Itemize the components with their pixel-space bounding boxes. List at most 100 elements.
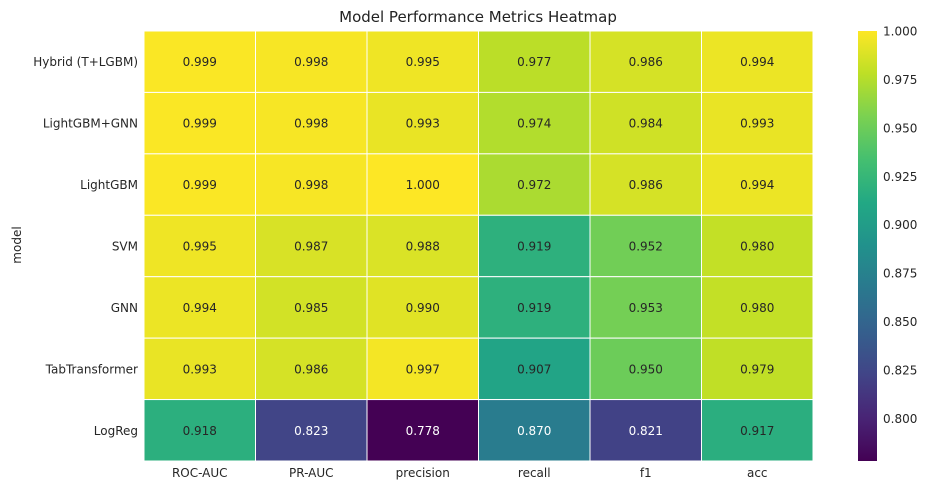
- heatmap-cell: [478, 276, 591, 339]
- row-label: Hybrid (T+LGBM): [33, 55, 138, 69]
- cell-value-label: 0.987: [294, 240, 328, 254]
- heatmap-cell: [478, 399, 591, 462]
- column-label: PR-AUC: [289, 466, 334, 480]
- cell-value-label: 0.998: [294, 178, 328, 192]
- row-label: LogReg: [94, 424, 138, 438]
- cell-value-label: 0.994: [740, 178, 774, 192]
- heatmap-cell: [478, 30, 591, 93]
- heatmap-cell: [589, 399, 702, 462]
- heatmap-cell: [143, 153, 256, 216]
- cell-value-label: 0.990: [406, 301, 440, 315]
- heatmap-cell: [143, 214, 256, 278]
- heatmap-cell: [701, 30, 814, 93]
- cell-value-label: 0.993: [740, 117, 774, 131]
- heatmap-cell: [478, 91, 591, 155]
- heatmap-cell: [701, 399, 814, 462]
- cell-value-label: 0.823: [294, 424, 328, 438]
- cell-value-label: 0.986: [629, 55, 663, 69]
- heatmap-cell: [478, 153, 591, 216]
- cell-value-label: 0.999: [183, 178, 217, 192]
- heatmap-cell: [366, 214, 479, 278]
- cell-value-label: 0.778: [406, 424, 440, 438]
- cell-value-label: 0.980: [740, 301, 774, 315]
- heatmap-cell: [701, 91, 814, 155]
- y-axis-label: model: [10, 226, 24, 263]
- heatmap-cells: 0.999 0.998 0.995 0.977 0.986 0.994 0.999 0.998…: [143, 30, 814, 462]
- cell-value-label: 0.993: [406, 117, 440, 131]
- column-label: recall: [518, 466, 551, 480]
- row-label: TabTransformer: [45, 362, 138, 376]
- colorbar-tick-label: 0.925: [883, 170, 917, 184]
- chart-title: Model Performance Metrics Heatmap: [339, 8, 617, 26]
- cell-value-label: 0.977: [517, 55, 551, 69]
- cell-value-label: 0.974: [517, 117, 551, 131]
- heatmap-cell: [255, 30, 368, 93]
- colorbar-tick-label: 0.800: [883, 412, 917, 426]
- heatmap-cell: [701, 337, 814, 401]
- column-label: acc: [747, 466, 768, 480]
- cell-value-label: 0.919: [517, 240, 551, 254]
- heatmap-cell: [366, 276, 479, 339]
- colorbar-tick-label: 0.950: [883, 121, 917, 135]
- heatmap-cell: [255, 153, 368, 216]
- heatmap-cell: [255, 214, 368, 278]
- cell-value-label: 0.994: [740, 55, 774, 69]
- colorbar-tick-label: 0.825: [883, 363, 917, 377]
- heatmap-cell: [366, 30, 479, 93]
- cell-value-label: 0.997: [406, 362, 440, 376]
- heatmap-cell: [589, 337, 702, 401]
- heatmap-cell: [478, 214, 591, 278]
- cell-value-label: 0.979: [740, 362, 774, 376]
- heatmap-cell: [255, 91, 368, 155]
- heatmap-cell: [143, 337, 256, 401]
- column-labels: ROC-AUC PR-AUC precision recall f1 acc: [172, 466, 768, 480]
- column-label: ROC-AUC: [172, 466, 228, 480]
- cell-value-label: 1.000: [406, 178, 440, 192]
- cell-value-label: 0.998: [294, 117, 328, 131]
- cell-value-label: 0.993: [183, 362, 217, 376]
- cell-value-label: 0.917: [740, 424, 774, 438]
- cell-value-label: 0.919: [517, 301, 551, 315]
- cell-value-label: 0.952: [629, 240, 663, 254]
- heatmap-cell: [589, 214, 702, 278]
- heatmap-cell: [255, 399, 368, 462]
- cell-value-label: 0.994: [183, 301, 217, 315]
- cell-value-label: 0.972: [517, 178, 551, 192]
- cell-value-label: 0.984: [629, 117, 663, 131]
- cell-value-label: 0.953: [629, 301, 663, 315]
- row-label: GNN: [111, 301, 138, 315]
- cell-value-label: 0.985: [294, 301, 328, 315]
- cell-value-label: 0.870: [517, 424, 551, 438]
- cell-value-label: 0.986: [629, 178, 663, 192]
- colorbar-tick-label: 0.850: [883, 315, 917, 329]
- heatmap-cell: [143, 399, 256, 462]
- colorbar-tick-label: 1.000: [883, 25, 917, 39]
- cell-value-label: 0.907: [517, 362, 551, 376]
- row-label: SVM: [112, 240, 138, 254]
- cell-value-label: 0.988: [406, 240, 440, 254]
- colorbar-tick-label: 0.900: [883, 218, 917, 232]
- row-label: LightGBM: [80, 178, 138, 192]
- cell-value-label: 0.950: [629, 362, 663, 376]
- column-label: precision: [396, 466, 450, 480]
- heatmap-cell: [589, 30, 702, 93]
- cell-value-label: 0.995: [406, 55, 440, 69]
- heatmap-cell: [701, 214, 814, 278]
- heatmap-cell: [701, 153, 814, 216]
- cell-value-label: 0.998: [294, 55, 328, 69]
- cell-value-label: 0.986: [294, 362, 328, 376]
- row-labels: Hybrid (T+LGBM) LightGBM+GNN LightGBM SVM GN…: [33, 55, 138, 438]
- cell-value-label: 0.918: [183, 424, 217, 438]
- cell-value-label: 0.999: [183, 117, 217, 131]
- cell-value-label: 0.999: [183, 55, 217, 69]
- heatmap-cell: [589, 153, 702, 216]
- cell-value-label: 0.980: [740, 240, 774, 254]
- heatmap-cell: [143, 276, 256, 339]
- colorbar: [858, 31, 877, 461]
- colorbar-tick-label: 0.875: [883, 267, 917, 281]
- column-label: f1: [640, 466, 652, 480]
- heatmap-cell: [701, 276, 814, 339]
- colorbar-tick-label: 0.975: [883, 73, 917, 87]
- cell-value-label: 0.995: [183, 240, 217, 254]
